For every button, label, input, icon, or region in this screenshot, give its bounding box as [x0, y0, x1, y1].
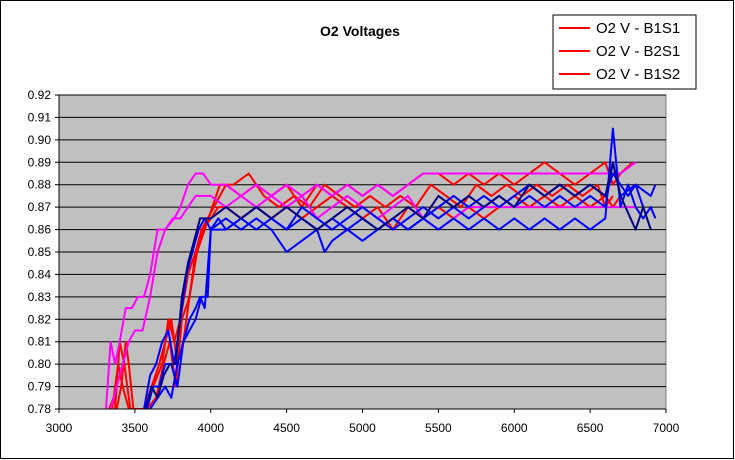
y-tick-label: 0.88	[28, 178, 52, 192]
y-tick-label: 0.84	[28, 267, 52, 281]
y-tick-label: 0.82	[28, 312, 52, 326]
series-line-8	[144, 161, 652, 409]
y-tick-label: 0.80	[28, 357, 52, 371]
x-tick-label: 3000	[46, 421, 73, 435]
y-tick-label: 0.90	[28, 133, 52, 147]
x-tick-label: 3500	[122, 421, 149, 435]
x-tick-label: 4000	[197, 421, 224, 435]
legend-label-b1s1: O2 V - B1S1	[596, 20, 680, 37]
y-tick-label: 0.92	[28, 88, 52, 102]
chart-title: O2 Voltages	[320, 23, 400, 39]
legend: O2 V - B1S1 O2 V - B2S1 O2 V - B1S2	[552, 14, 697, 90]
x-tick-label: 5000	[349, 421, 376, 435]
series-layer	[105, 127, 657, 409]
series-line-2	[114, 172, 614, 409]
y-tick-label: 0.85	[28, 245, 52, 259]
series-line-4	[109, 194, 636, 409]
grid-lines	[59, 94, 666, 410]
y-tick-label: 0.81	[28, 335, 52, 349]
x-tick-label: 4500	[273, 421, 300, 435]
legend-label-b1s2: O2 V - B1S2	[596, 66, 680, 83]
y-tick-label: 0.83	[28, 290, 52, 304]
y-tick-label: 0.89	[28, 155, 52, 169]
series-line-3	[105, 161, 637, 409]
series-line-6	[146, 161, 657, 409]
legend-label-b2s1: O2 V - B2S1	[596, 43, 680, 60]
y-tick-label: 0.91	[28, 110, 52, 124]
y-tick-label: 0.86	[28, 223, 52, 237]
x-tick-label: 6500	[577, 421, 604, 435]
x-tick-label: 5500	[425, 421, 452, 435]
y-tick-label: 0.78	[28, 402, 52, 416]
x-tick-label: 7000	[653, 421, 680, 435]
axes: 0.78 0.79 0.80 0.81 0.82 0.83 0.84 0.85 0.86 0.87…	[28, 88, 680, 435]
x-tick-label: 6000	[501, 421, 528, 435]
y-tick-label: 0.79	[28, 380, 52, 394]
y-tick-label: 0.87	[28, 200, 52, 214]
